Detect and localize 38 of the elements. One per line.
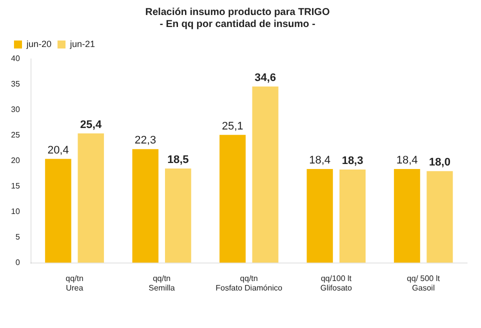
bar bbox=[78, 133, 104, 263]
bar bbox=[394, 169, 420, 263]
data-label: 25,1 bbox=[222, 120, 244, 132]
x-tick-label: qq/ 500 lt Gasoil bbox=[406, 274, 441, 292]
x-tick-label: qq/tn Fosfato Diamónico bbox=[216, 274, 283, 292]
data-label: 18,3 bbox=[342, 155, 364, 168]
y-tick-label: 10 bbox=[10, 207, 20, 216]
data-label: 22,3 bbox=[134, 134, 156, 147]
bar bbox=[426, 171, 453, 263]
y-tick-label: 15 bbox=[10, 182, 20, 191]
data-label: 18,5 bbox=[167, 154, 189, 166]
legend-label: jun-20 bbox=[26, 38, 52, 49]
y-tick-label: 5 bbox=[15, 232, 20, 242]
bar bbox=[132, 149, 158, 263]
data-label: 20,4 bbox=[47, 144, 69, 156]
x-tick-label: qq/tn Urea bbox=[66, 274, 84, 292]
data-label: 18,0 bbox=[429, 156, 450, 169]
data-label: 34,6 bbox=[254, 72, 276, 84]
y-tick-label: 25 bbox=[10, 130, 20, 140]
legend-label: jun-21 bbox=[69, 38, 96, 49]
bar bbox=[220, 134, 246, 263]
y-tick-label: 0 bbox=[15, 258, 20, 268]
y-tick-label: 20 bbox=[10, 156, 20, 166]
data-label: 18,4 bbox=[309, 154, 331, 167]
y-tick-label: 35 bbox=[10, 80, 20, 89]
bar bbox=[45, 158, 72, 263]
data-label: 18,4 bbox=[396, 154, 418, 167]
bar bbox=[165, 168, 192, 263]
bar bbox=[306, 169, 333, 263]
data-label: 25,4 bbox=[80, 118, 102, 131]
bar bbox=[252, 86, 278, 263]
x-tick-label: qq/100 lt Glifosato bbox=[320, 274, 352, 292]
chart-subtitle: - En qq por cantidad de insumo - bbox=[160, 18, 316, 30]
x-tick-label: qq/tn Semilla bbox=[148, 274, 176, 292]
y-tick-label: 30 bbox=[10, 105, 20, 114]
bar bbox=[339, 170, 366, 263]
chart-title: Relación insumo producto para TRIGO bbox=[145, 6, 330, 18]
y-tick-label: 40 bbox=[10, 54, 20, 64]
